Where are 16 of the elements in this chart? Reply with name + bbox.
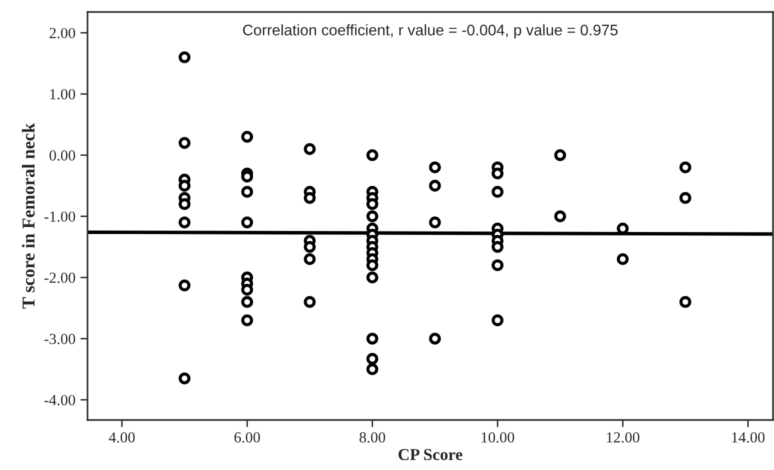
y-tick-label: 0.00: [50, 150, 76, 161]
y-tick-label: -3.00: [44, 334, 76, 344]
x-tick-label: 10.00: [482, 432, 514, 443]
x-axis-title: CP Score: [398, 448, 462, 460]
y-tick-label: -4.00: [44, 394, 76, 406]
x-tick-label: 8.00: [360, 432, 386, 443]
y-tick-label: -1.00: [44, 211, 76, 222]
y-tick-label: 1.00: [50, 89, 76, 100]
x-tick-label: 14.00: [732, 432, 765, 443]
y-axis-title: T score in Femoral neck: [22, 123, 35, 309]
x-tick-label: 12.00: [606, 432, 640, 443]
y-tick-label: -2.00: [44, 272, 76, 283]
x-tick-label: 6.00: [234, 432, 260, 443]
x-tick-label: 4.00: [108, 432, 135, 443]
y-tick-label: 2.00: [50, 28, 76, 38]
annotation: Correlation coefficient, r value = -0.004, p value = 0.975: [243, 24, 618, 38]
